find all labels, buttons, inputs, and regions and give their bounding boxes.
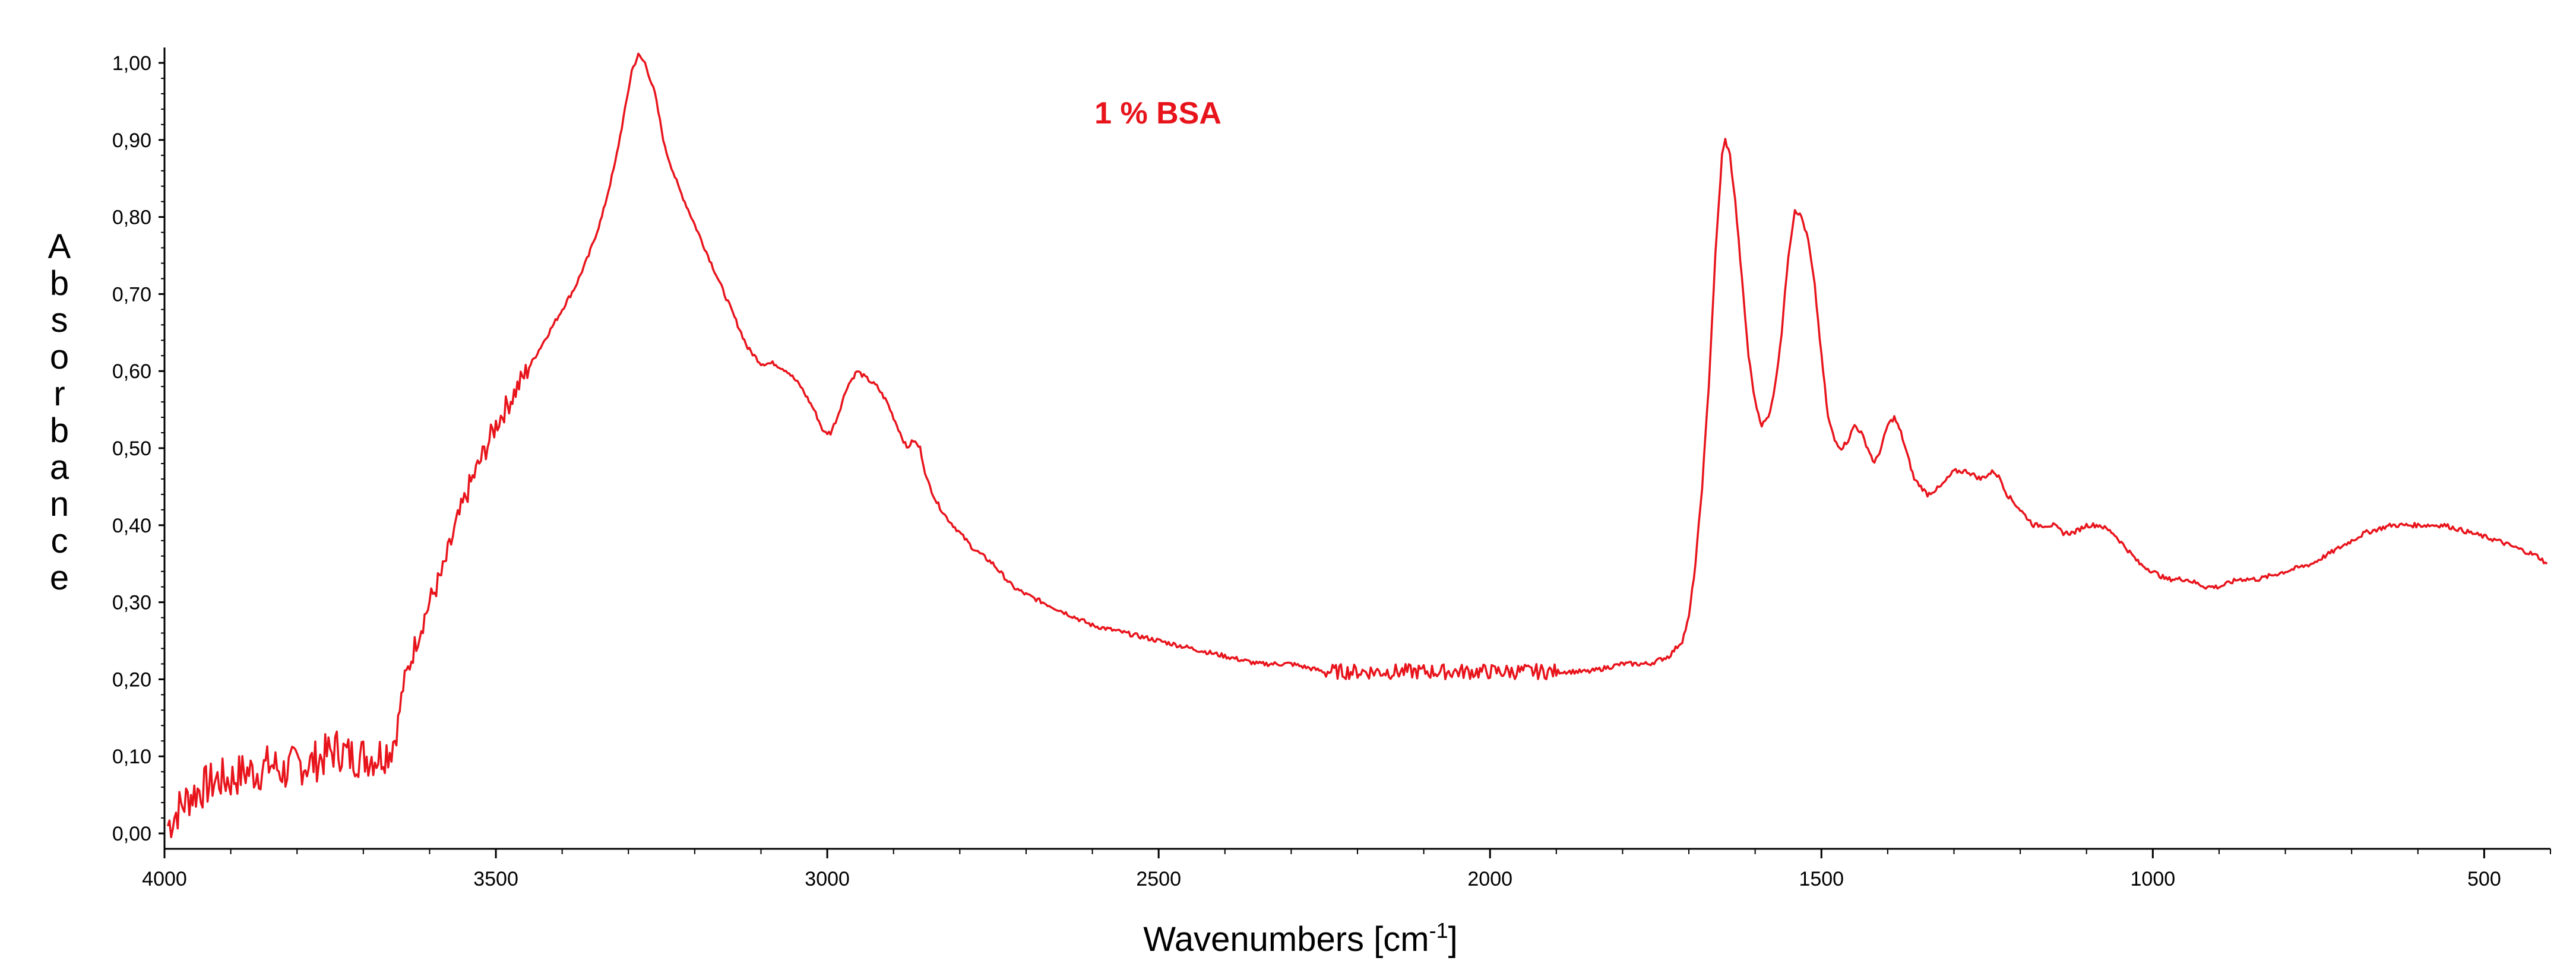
x-tick-label: 500 — [2467, 868, 2501, 890]
y-axis-title-letter: b — [50, 411, 69, 450]
y-axis-title-letter: c — [51, 522, 68, 560]
y-tick-label: 0,20 — [112, 668, 151, 691]
y-tick-label: 0,50 — [112, 437, 151, 460]
x-tick-label: 3000 — [805, 868, 850, 890]
x-axis-title: Wavenumbers [cm-1] — [1143, 918, 1457, 959]
y-tick-label: 0,00 — [112, 823, 151, 845]
y-tick-label: 0,90 — [112, 129, 151, 152]
y-tick-label: 0,80 — [112, 207, 151, 229]
x-tick-label: 2500 — [1136, 868, 1181, 890]
x-tick-label: 2000 — [1467, 868, 1512, 890]
y-axis-title-letter: e — [50, 559, 69, 597]
y-axis-title-letter: n — [50, 485, 69, 524]
x-tick-label: 4000 — [142, 868, 187, 890]
y-tick-label: 0,40 — [112, 515, 151, 537]
x-axis-title-superscript: -1 — [1429, 918, 1448, 943]
y-axis-title-letter: r — [53, 375, 65, 413]
x-tick-label: 1000 — [2131, 868, 2176, 890]
x-tick-label: 3500 — [473, 868, 518, 890]
plot-area: 0,00 0,10 0,20 0,30 0,40 0,50 0,60 0,70 0,80 0,90… — [112, 47, 2551, 890]
y-axis-title-letter: b — [50, 264, 69, 303]
series-group — [166, 52, 2548, 839]
y-axis-title-letter: s — [51, 301, 68, 340]
y-tick-label: 0,60 — [112, 360, 151, 383]
x-axis-title-suffix: ] — [1448, 920, 1458, 959]
y-tick-label: 0,70 — [112, 283, 151, 306]
y-tick-label: 0,30 — [112, 592, 151, 614]
chart-title: 1 % BSA — [1094, 96, 1221, 131]
x-axis-title-main: Wavenumbers [cm — [1143, 920, 1429, 959]
y-ticks: 0,00 0,10 0,20 0,30 0,40 0,50 0,60 0,70 0,80 0,90… — [112, 52, 164, 845]
y-tick-label: 0,10 — [112, 746, 151, 768]
y-axis-title-letter: a — [50, 448, 69, 487]
series-line-bsa — [166, 52, 2548, 839]
y-axis-title-letter: A — [48, 227, 71, 266]
x-minor-ticks — [230, 849, 2551, 854]
x-ticks: 4000 3500 3000 2500 2000 1500 1000 500 — [142, 849, 2501, 890]
y-tick-label: 1,00 — [112, 52, 151, 75]
y-minor-ticks — [161, 77, 164, 819]
x-tick-label: 1500 — [1799, 868, 1844, 890]
y-axis-title-letter: o — [50, 338, 69, 376]
